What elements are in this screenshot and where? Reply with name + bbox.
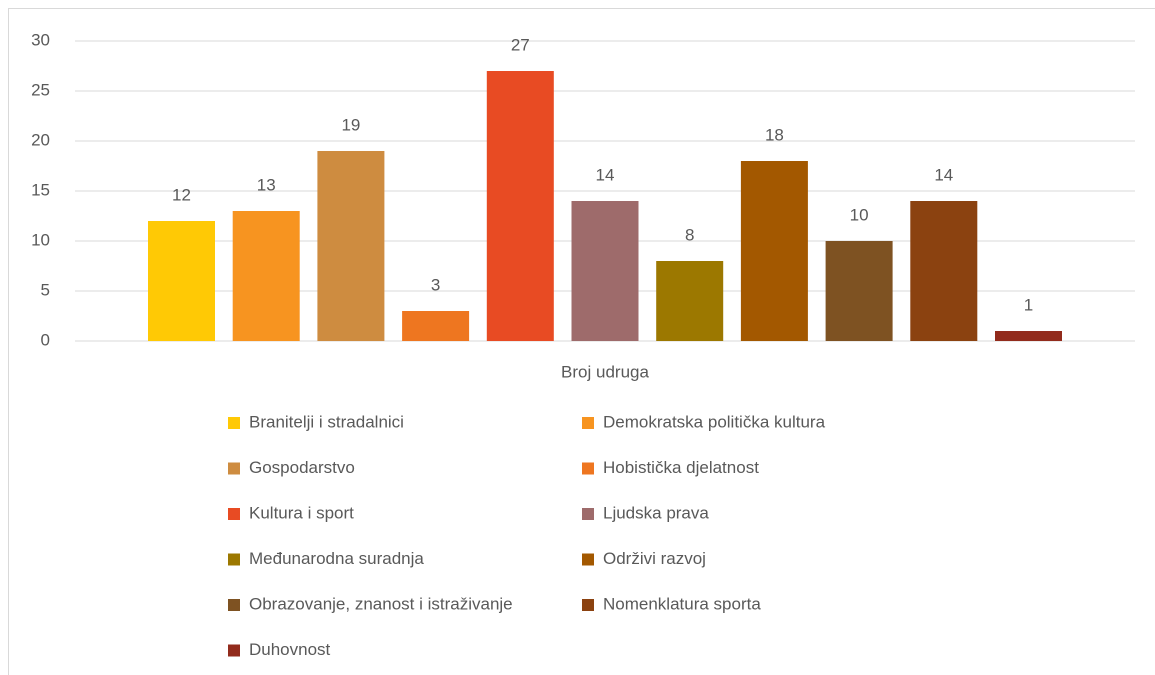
bar [148,221,215,341]
legend-swatch [228,644,240,657]
legend-label: Gospodarstvo [249,458,355,477]
bar [232,211,300,341]
y-tick-label: 5 [41,280,50,299]
data-label: 13 [257,175,276,194]
legend-label: Obrazovanje, znanost i istraživanje [249,594,513,613]
y-tick-label: 0 [41,330,50,349]
y-tick-label: 10 [31,230,50,249]
legend-swatch [228,599,240,611]
y-tick-label: 15 [31,180,50,199]
bar [571,201,639,341]
data-label: 18 [765,125,784,144]
bar [910,201,978,341]
data-label: 8 [685,225,694,244]
legend-label: Međunarodna suradnja [249,549,424,568]
data-label: 27 [511,35,530,54]
legend-swatch [228,462,240,475]
legend-swatch [582,599,594,611]
data-label: 3 [431,275,440,294]
legend-label: Ljudska prava [603,503,709,522]
bar [995,331,1062,341]
data-label: 12 [172,185,191,204]
legend-label: Branitelji i stradalnici [249,412,404,431]
legend-swatch [582,462,594,475]
bar [740,161,808,341]
legend-label: Demokratska politička kultura [603,412,826,431]
data-label: 10 [850,205,869,224]
data-label: 14 [596,165,615,184]
legend-label: Održivi razvoj [603,549,706,568]
legend-swatch [582,553,594,566]
data-label: 14 [934,165,953,184]
bar [486,71,554,341]
legend-label: Hobistička djelatnost [603,458,759,477]
bar [825,241,893,341]
legend-swatch [228,417,240,429]
x-tick-label: Broj udruga [561,362,649,381]
bar [656,261,724,341]
legend-label: Nomenklatura sporta [603,594,761,613]
bar [317,151,385,341]
data-label: 19 [341,115,360,134]
legend-swatch [228,553,240,566]
legend-label: Duhovnost [249,640,331,659]
legend-swatch [582,417,594,429]
y-tick-label: 25 [31,80,50,99]
legend-label: Kultura i sport [249,503,354,522]
y-tick-label: 30 [31,30,50,49]
chart-frame [8,8,1155,675]
legend-swatch [228,508,240,520]
data-label: 1 [1024,295,1033,314]
bar [402,311,470,341]
legend-swatch [582,508,594,520]
y-tick-label: 20 [31,130,50,149]
